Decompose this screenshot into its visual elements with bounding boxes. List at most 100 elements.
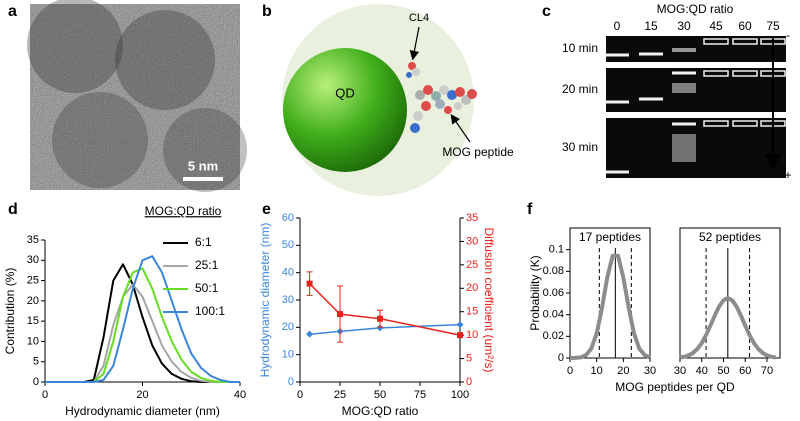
gel-well	[703, 70, 729, 77]
plot-frame	[679, 227, 781, 359]
gel-band	[639, 52, 663, 56]
linker-label: CL4	[409, 12, 429, 24]
x-tick-label: 30	[644, 365, 656, 377]
gel-well	[703, 38, 729, 45]
gel-image	[606, 118, 786, 178]
marker	[376, 324, 384, 332]
marker	[306, 330, 314, 338]
x-tick-label: 60	[739, 365, 751, 377]
gel-band	[605, 100, 629, 104]
time-label: 30 min	[562, 140, 598, 154]
x-axis-label: MOG peptides per QD	[615, 380, 735, 394]
y-axis-label: Hydrodynamic diameter (nm)	[258, 223, 272, 378]
plot-frame	[569, 227, 651, 359]
y-tick-label: 5	[33, 356, 39, 368]
x-tick-label: 50	[374, 389, 386, 401]
panel-label: b	[262, 3, 272, 20]
panel-label: f	[527, 201, 533, 218]
y-tick-label: 0	[288, 376, 294, 388]
gel-band	[672, 71, 696, 75]
x-tick-label: 0	[42, 389, 48, 401]
series-line	[309, 323, 461, 335]
marker	[377, 315, 383, 322]
panel-label: d	[8, 201, 18, 218]
legend-label: 6:1	[195, 235, 212, 249]
x-tick-label: 50	[717, 365, 729, 377]
gel-band	[672, 83, 696, 93]
legend-label: 50:1	[195, 281, 219, 295]
panel-label: c	[542, 3, 551, 20]
y-tick-label: 10	[27, 335, 39, 347]
lane-label: 75	[766, 19, 780, 33]
y2-tick-label: 5	[466, 352, 472, 364]
y-tick-label: 35	[27, 234, 39, 246]
y-tick-label: 30	[282, 294, 294, 306]
y-tick-label: 0.1	[549, 244, 564, 256]
y2-tick-label: 25	[466, 259, 478, 271]
y-tick-label: 0.02	[543, 330, 564, 342]
y-tick-label: 0	[33, 376, 39, 388]
x-tick-label: 70	[761, 365, 773, 377]
x-tick-label: 40	[234, 389, 246, 401]
y-tick-label: 30	[27, 254, 39, 266]
time-label: 20 min	[562, 82, 598, 96]
y2-tick-label: 20	[466, 282, 478, 294]
series-line	[45, 255, 240, 383]
y-axis-label: Probability (K)	[528, 255, 542, 330]
x-tick-label: 20	[617, 365, 629, 377]
marker	[306, 280, 313, 287]
gel-band	[639, 97, 663, 101]
y2-tick-label: 0	[466, 376, 472, 388]
series-line	[569, 253, 651, 360]
x-tick-label: 75	[414, 389, 426, 401]
panel-label: a	[8, 3, 17, 20]
x-tick-label: 10	[591, 365, 603, 377]
y-axis-label: Contribution (%)	[3, 268, 17, 355]
gel-well	[703, 120, 729, 127]
gel-band	[605, 170, 629, 174]
marker	[456, 321, 464, 329]
x-axis-label: MOG:QD ratio	[342, 404, 419, 418]
y2-tick-label: 15	[466, 306, 478, 318]
x-tick-label: 0	[297, 389, 303, 401]
y2-tick-label: 30	[466, 235, 478, 247]
x-axis-label: Hydrodynamic diameter (nm)	[65, 404, 220, 418]
gel-band	[672, 134, 696, 162]
time-label: 10 min	[562, 41, 598, 55]
y-tick-label: 25	[27, 274, 39, 286]
electrode-label: -	[786, 28, 790, 42]
x-tick-label: 25	[334, 389, 346, 401]
series-line	[309, 283, 461, 336]
scale-bar-label: 5 nm	[188, 158, 218, 173]
subplot-title: 52 peptides	[699, 230, 761, 244]
marker	[457, 332, 463, 339]
lane-label: 15	[644, 19, 658, 33]
legend-label: 100:1	[195, 304, 225, 318]
y2-tick-label: 10	[466, 329, 478, 341]
x-tick-label: 0	[567, 365, 573, 377]
gel-panel: MOG:QD ratio 0 15 30 45 60 75 10 min 20 min 30 m…	[562, 2, 792, 182]
tem-image	[27, 0, 247, 192]
y2-axis-label: Diffusion coefficient (um²/s)	[482, 228, 496, 373]
gel-well	[732, 38, 758, 45]
series-line	[45, 283, 240, 383]
gel-well	[732, 70, 758, 77]
y-tick-label: 20	[27, 295, 39, 307]
y-tick-label: 20	[282, 321, 294, 333]
y-tick-label: 15	[27, 315, 39, 327]
lane-label: 60	[738, 19, 752, 33]
gel-band	[605, 53, 629, 57]
y-tick-label: 0.08	[543, 265, 564, 277]
electrode-label: +	[784, 168, 791, 182]
x-tick-label: 40	[696, 365, 708, 377]
legend-title: MOG:QD ratio	[145, 204, 222, 218]
series-line	[679, 296, 777, 360]
qd-illustration	[282, 4, 477, 196]
y-tick-label: 0	[558, 352, 564, 364]
marker	[337, 311, 343, 318]
y-tick-label: 40	[282, 267, 294, 279]
y-tick-label: 10	[282, 349, 294, 361]
peptide-label: MOG peptide	[442, 145, 514, 159]
y-tick-label: 0.04	[543, 309, 564, 321]
